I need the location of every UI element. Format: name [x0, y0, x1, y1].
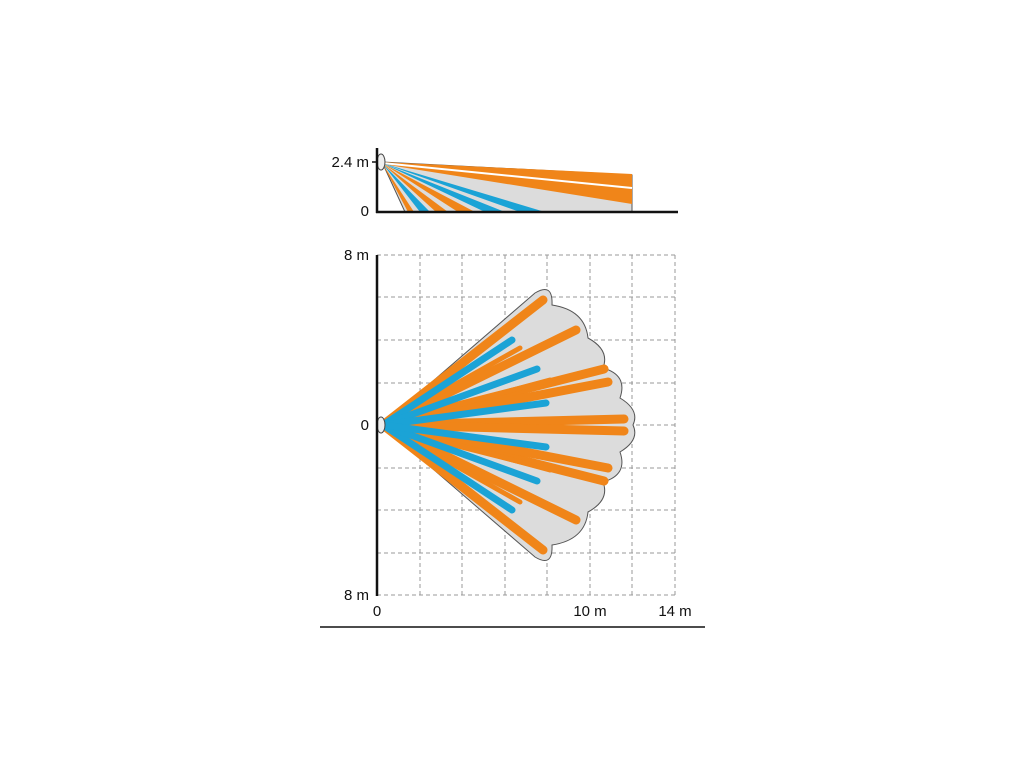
beam [379, 365, 541, 429]
side-beam-gap [381, 162, 633, 189]
beam [379, 421, 541, 485]
side-view: 2.4 m 0 [331, 148, 678, 220]
x-label: 10 m [573, 603, 606, 620]
beam [379, 399, 550, 429]
side-beam [382, 163, 545, 212]
side-beam [382, 163, 475, 212]
side-beam [382, 163, 448, 212]
side-beam [382, 163, 505, 212]
y-label: 0 [361, 417, 369, 434]
x-label: 0 [373, 603, 381, 620]
y-label: 2.4 m [331, 154, 369, 171]
y-label: 8 m [344, 587, 369, 604]
side-beam [382, 162, 632, 204]
side-beam [382, 163, 414, 212]
top-view: 8 m 0 8 m 0 10 m 14 m [344, 247, 692, 620]
beam [378, 420, 629, 436]
x-label: 14 m [658, 603, 691, 620]
side-beam [382, 163, 430, 212]
beam [379, 336, 516, 429]
beams [378, 295, 629, 555]
beam [379, 421, 550, 451]
y-label: 0 [361, 203, 369, 220]
beam [379, 421, 516, 514]
y-label: 8 m [344, 247, 369, 264]
